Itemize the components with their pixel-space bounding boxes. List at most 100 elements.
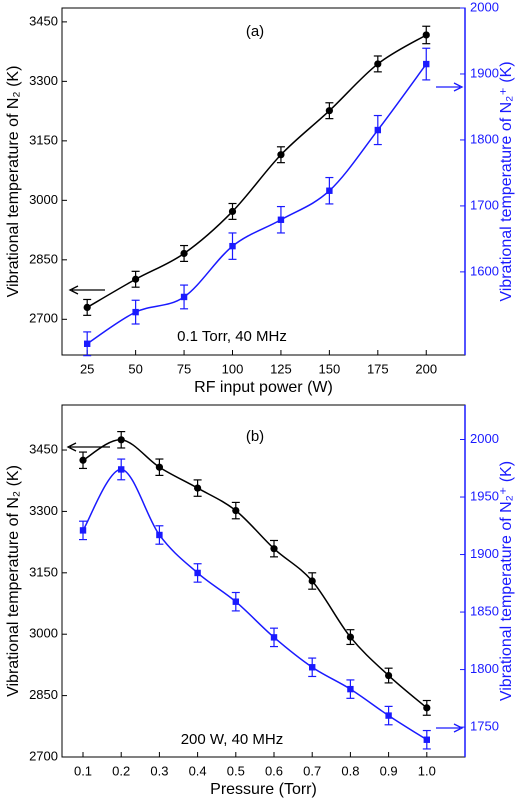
series-line — [82, 439, 428, 709]
x-axis-title: Pressure (Torr) — [210, 781, 317, 798]
x-tick-label: 0.4 — [189, 763, 207, 778]
x-tick-label: 200 — [415, 361, 437, 376]
x-tick-label: 0.3 — [150, 763, 168, 778]
marker — [346, 633, 355, 641]
x-tick-label: 0.8 — [341, 763, 359, 778]
marker — [156, 531, 163, 539]
marker — [180, 249, 188, 258]
arrow — [436, 82, 464, 92]
x-tick-label: 1.0 — [418, 763, 436, 778]
x-tick-label: 0.7 — [303, 763, 321, 778]
x-tick-label: 0.6 — [265, 763, 283, 778]
marker — [309, 664, 316, 671]
marker — [374, 60, 382, 68]
y-tick-label: 2700 — [29, 311, 58, 326]
y2-axis-title: Vibrational temperature of N₂⁺ (K) — [498, 61, 515, 301]
y-tick-label: 3450 — [29, 13, 58, 28]
y2-tick-label: 1900 — [470, 65, 499, 80]
y-tick-label: 3000 — [29, 626, 58, 641]
marker — [385, 671, 393, 680]
marker — [232, 598, 240, 605]
x-tick-label: 0.1 — [74, 763, 92, 778]
y2-axis-title: Vibrational temperature of N₂⁺ (K) — [498, 461, 515, 701]
arrow — [68, 285, 105, 295]
y2-tick-label: 1950 — [470, 488, 499, 503]
y2-tick-label: 1600 — [470, 263, 499, 278]
marker — [277, 216, 285, 223]
marker — [83, 303, 91, 312]
x-tick-label: 50 — [128, 361, 142, 376]
marker — [347, 685, 354, 693]
x-tick-label: 100 — [222, 361, 244, 376]
marker — [326, 187, 333, 194]
y-tick-label: 3150 — [29, 132, 58, 147]
panel-label: (a) — [246, 23, 264, 40]
x-tick-label: 0.5 — [227, 763, 245, 778]
marker — [194, 484, 202, 492]
x-tick-label: 175 — [367, 361, 389, 376]
marker — [132, 275, 140, 283]
y-tick-label: 3150 — [29, 564, 58, 579]
series-line — [82, 468, 428, 741]
y-tick-label: 3000 — [29, 192, 58, 207]
y2-tick-label: 2000 — [470, 0, 499, 14]
marker — [277, 151, 285, 159]
marker — [385, 712, 392, 719]
marker — [423, 736, 431, 743]
marker — [229, 242, 236, 250]
y-tick-label: 2700 — [29, 748, 58, 763]
marker — [79, 527, 87, 534]
marker — [155, 463, 164, 471]
marker — [423, 704, 431, 712]
marker — [118, 466, 125, 473]
marker — [228, 207, 237, 216]
y-axis-title: Vibrational temperature of N₂ (K) — [5, 465, 22, 697]
annotation: 200 W, 40 MHz — [181, 731, 284, 748]
y2-tick-label: 1800 — [470, 661, 499, 676]
y2-tick-label: 1750 — [470, 719, 499, 734]
y2-tick-label: 1800 — [470, 131, 499, 146]
y2-tick-label: 1700 — [470, 197, 499, 212]
y-tick-label: 2850 — [29, 687, 58, 702]
marker — [83, 340, 91, 347]
series-line — [86, 63, 427, 345]
marker — [132, 308, 139, 316]
x-tick-label: 150 — [319, 361, 341, 376]
marker — [270, 545, 278, 553]
marker — [308, 577, 316, 585]
plot-frame — [61, 404, 466, 758]
y-tick-label: 3300 — [29, 503, 58, 518]
y-axis-title: Vibrational temperature of N₂ (K) — [5, 66, 22, 298]
x-tick-label: 0.9 — [380, 763, 398, 778]
marker — [117, 436, 125, 444]
arrow — [66, 442, 110, 452]
annotation: 0.1 Torr, 40 MHz — [177, 328, 287, 345]
y2-tick-label: 1900 — [470, 546, 499, 561]
series-line — [86, 34, 427, 309]
x-tick-label: 0.2 — [112, 763, 130, 778]
marker — [194, 569, 201, 577]
marker — [232, 507, 240, 515]
panel-label: (b) — [246, 428, 264, 445]
x-tick-label: 75 — [177, 361, 191, 376]
marker — [325, 107, 333, 115]
marker — [423, 60, 430, 68]
arrows — [66, 82, 464, 733]
marker — [79, 456, 87, 464]
y-tick-label: 3450 — [29, 441, 58, 456]
marker — [374, 126, 382, 134]
x-tick-label: 25 — [80, 361, 94, 376]
arrow — [436, 723, 464, 733]
plot-frame — [61, 7, 466, 356]
x-axis-title: RF input power (W) — [194, 379, 333, 396]
y2-tick-label: 1850 — [470, 603, 499, 618]
x-tick-label: 125 — [270, 361, 292, 376]
y2-tick-label: 2000 — [470, 431, 499, 446]
marker — [270, 634, 278, 641]
y-tick-label: 2850 — [29, 251, 58, 266]
marker — [422, 31, 430, 39]
marker — [180, 293, 188, 301]
y-tick-label: 3300 — [29, 73, 58, 88]
